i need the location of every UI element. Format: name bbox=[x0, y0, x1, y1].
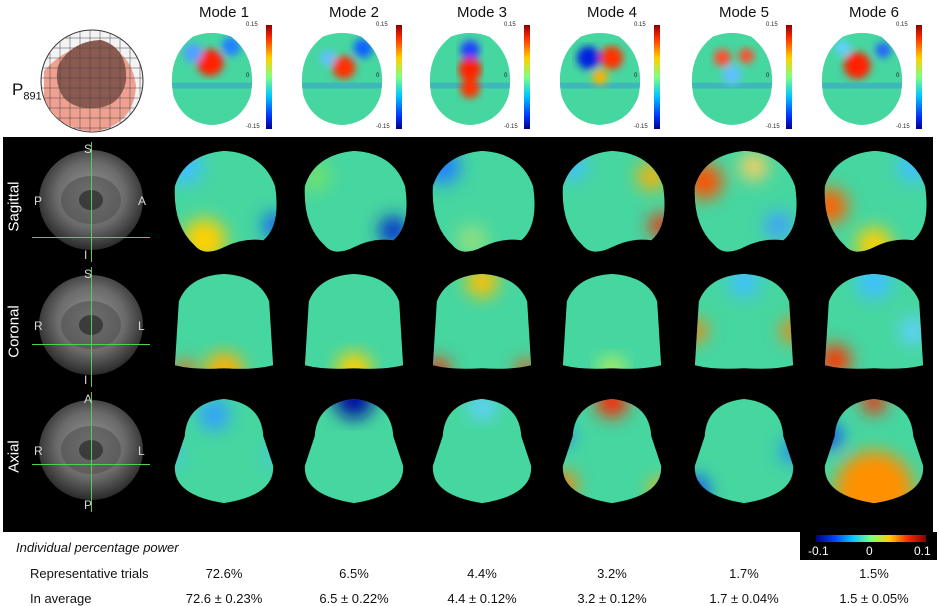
orientation-top: S bbox=[84, 142, 93, 156]
field-map-coronal-mode-6 bbox=[815, 272, 933, 382]
field-map-axial-mode-5 bbox=[685, 397, 803, 507]
representative-value-mode-3: 4.4% bbox=[467, 566, 497, 581]
mode-colorbar-min-6: -0.15 bbox=[896, 124, 910, 130]
field-map-coronal-mode-3 bbox=[423, 272, 541, 382]
mode-colorbar-min-1: -0.15 bbox=[246, 124, 260, 130]
legend-max: 0.1 bbox=[914, 544, 931, 558]
mode-colorbar-min-2: -0.15 bbox=[376, 124, 390, 130]
mode-colorbar-mid-1: 0 bbox=[246, 73, 250, 79]
mode-colorbar-1 bbox=[266, 25, 272, 129]
mode-colorbar-max-1: 0.15 bbox=[246, 22, 258, 28]
orientation-left: P bbox=[34, 194, 43, 208]
mode-map-3 bbox=[422, 28, 518, 126]
field-map-sagittal-mode-3 bbox=[423, 147, 541, 257]
average-value-mode-3: 4.4 ± 0.12% bbox=[447, 591, 517, 606]
mode-map-4 bbox=[552, 28, 648, 126]
sensor-array-sphere-icon bbox=[36, 26, 148, 136]
mri-slice-coronal: S I R L bbox=[32, 267, 150, 387]
mode-colorbar-max-6: 0.15 bbox=[896, 22, 908, 28]
field-map-coronal-mode-1 bbox=[165, 272, 283, 382]
view-label-axial: Axial bbox=[5, 440, 23, 473]
mode-colorbar-max-3: 0.15 bbox=[504, 22, 516, 28]
mode-colorbar-min-4: -0.15 bbox=[634, 124, 648, 130]
field-map-sagittal-mode-1 bbox=[165, 147, 283, 257]
field-map-sagittal-mode-4 bbox=[553, 147, 671, 257]
mode-title-4: Mode 4 bbox=[586, 4, 638, 21]
mode-colorbar-mid-2: 0 bbox=[376, 73, 380, 79]
mode-map-6 bbox=[814, 28, 910, 126]
mri-slice-axial: A P R L bbox=[32, 392, 150, 512]
field-map-axial-mode-4 bbox=[553, 397, 671, 507]
subject-label: P891 bbox=[12, 80, 42, 103]
orientation-left: R bbox=[34, 319, 43, 333]
field-map-axial-mode-6 bbox=[815, 397, 933, 507]
mode-colorbar-mid-5: 0 bbox=[766, 73, 770, 79]
row-label-representative: Representative trials bbox=[30, 566, 149, 581]
legend-min: -0.1 bbox=[808, 544, 829, 558]
average-value-mode-1: 72.6 ± 0.23% bbox=[185, 591, 263, 606]
field-map-sagittal-mode-6 bbox=[815, 147, 933, 257]
mode-title-1: Mode 1 bbox=[198, 4, 250, 21]
orientation-bottom: P bbox=[84, 498, 93, 512]
orientation-right: L bbox=[138, 319, 145, 333]
mode-colorbar-mid-3: 0 bbox=[504, 73, 508, 79]
orientation-bottom: I bbox=[84, 373, 88, 387]
field-map-axial-mode-1 bbox=[165, 397, 283, 507]
field-map-sagittal-mode-2 bbox=[295, 147, 413, 257]
mode-colorbar-max-2: 0.15 bbox=[376, 22, 388, 28]
average-value-mode-6: 1.5 ± 0.05% bbox=[839, 591, 909, 606]
mode-colorbar-4 bbox=[654, 25, 660, 129]
orientation-bottom: I bbox=[84, 248, 88, 262]
average-value-mode-4: 3.2 ± 0.12% bbox=[577, 591, 647, 606]
mode-title-5: Mode 5 bbox=[718, 4, 770, 21]
mode-title-6: Mode 6 bbox=[848, 4, 900, 21]
orientation-left: R bbox=[34, 444, 43, 458]
mode-colorbar-2 bbox=[396, 25, 402, 129]
mode-colorbar-mid-6: 0 bbox=[896, 73, 900, 79]
view-label-coronal: Coronal bbox=[5, 305, 23, 358]
orientation-right: L bbox=[138, 444, 145, 458]
average-value-mode-5: 1.7 ± 0.04% bbox=[709, 591, 779, 606]
representative-value-mode-1: 72.6% bbox=[205, 566, 243, 581]
average-value-mode-2: 6.5 ± 0.22% bbox=[319, 591, 389, 606]
field-map-sagittal-mode-5 bbox=[685, 147, 803, 257]
mode-colorbar-max-5: 0.15 bbox=[766, 22, 778, 28]
table-title: Individual percentage power bbox=[16, 540, 179, 555]
field-map-coronal-mode-4 bbox=[553, 272, 671, 382]
mode-colorbar-min-5: -0.15 bbox=[766, 124, 780, 130]
mode-map-5 bbox=[684, 28, 780, 126]
representative-value-mode-6: 1.5% bbox=[859, 566, 889, 581]
mri-slice-sagittal: S I P A bbox=[32, 142, 150, 262]
mode-colorbar-min-3: -0.15 bbox=[504, 124, 518, 130]
field-map-coronal-mode-2 bbox=[295, 272, 413, 382]
field-colorbar-legend: -0.1 0 0.1 bbox=[800, 532, 937, 560]
representative-value-mode-4: 3.2% bbox=[597, 566, 627, 581]
mode-map-1 bbox=[164, 28, 260, 126]
representative-value-mode-5: 1.7% bbox=[729, 566, 759, 581]
view-label-sagittal: Sagittal bbox=[5, 181, 23, 232]
field-map-coronal-mode-5 bbox=[685, 272, 803, 382]
mode-title-2: Mode 2 bbox=[328, 4, 380, 21]
mode-colorbar-5 bbox=[786, 25, 792, 129]
mode-colorbar-max-4: 0.15 bbox=[634, 22, 646, 28]
field-map-axial-mode-3 bbox=[423, 397, 541, 507]
legend-mid: 0 bbox=[866, 544, 873, 558]
mode-colorbar-mid-4: 0 bbox=[634, 73, 638, 79]
mode-map-2 bbox=[294, 28, 390, 126]
legend-gradient bbox=[816, 535, 926, 542]
orientation-top: S bbox=[84, 267, 93, 281]
field-map-axial-mode-2 bbox=[295, 397, 413, 507]
representative-value-mode-2: 6.5% bbox=[339, 566, 369, 581]
mode-colorbar-3 bbox=[524, 25, 530, 129]
row-label-average: In average bbox=[30, 591, 92, 606]
orientation-right: A bbox=[138, 194, 147, 208]
orientation-top: A bbox=[84, 392, 93, 406]
mode-colorbar-6 bbox=[916, 25, 922, 129]
mode-title-3: Mode 3 bbox=[456, 4, 508, 21]
